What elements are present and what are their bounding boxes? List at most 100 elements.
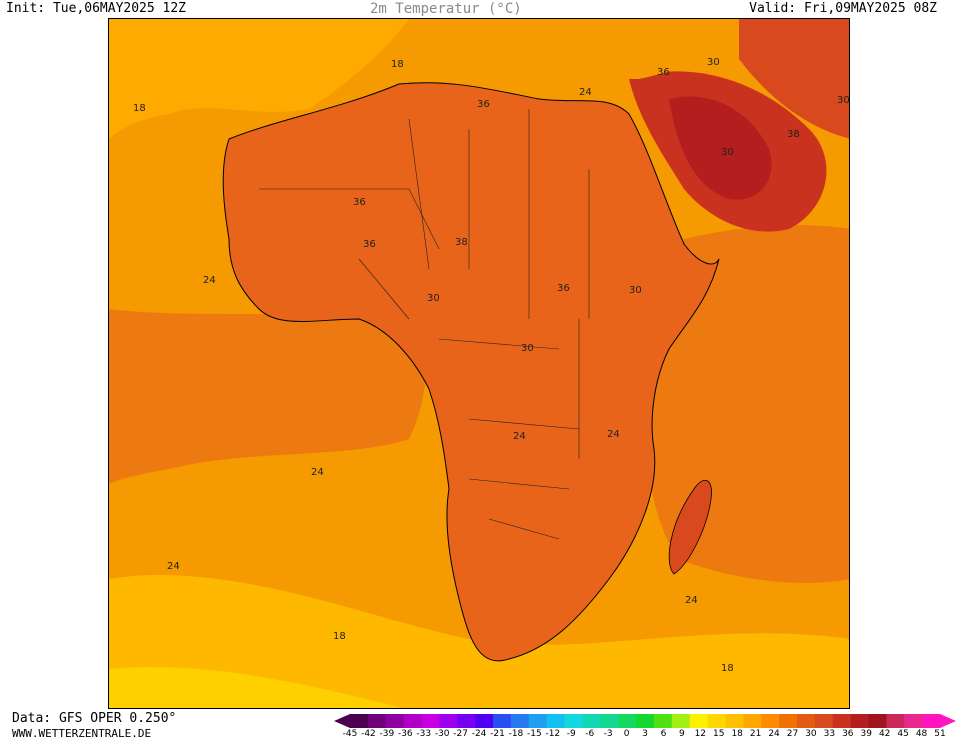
legend-tick-label: 51	[934, 729, 946, 739]
legend-tick-label: 30	[805, 729, 817, 739]
legend-tick-label: -12	[545, 729, 561, 739]
legend-tick-label: -3	[603, 729, 613, 739]
legend-tick-label: -36	[397, 729, 413, 739]
legend-tick-label: -21	[490, 729, 505, 739]
legend-arrow-right	[940, 714, 956, 728]
legend-tick-label: 9	[679, 729, 685, 739]
contour-label: 24	[513, 431, 526, 442]
legend-swatch	[367, 714, 387, 728]
legend-swatch	[546, 714, 566, 728]
legend-arrow-left	[334, 714, 350, 728]
field-nw-cool	[109, 19, 409, 139]
contour-label: 24	[579, 87, 592, 98]
arabia-hottest-zone	[669, 96, 772, 200]
legend-tick-label: 21	[749, 729, 762, 739]
legend-swatch	[403, 714, 423, 728]
contour-label: 24	[167, 561, 180, 572]
legend-swatch	[528, 714, 548, 728]
valid-time-label: Valid: Fri,09MAY2025 08Z	[749, 1, 937, 16]
legend-tick-label: -9	[566, 729, 576, 739]
legend-swatch	[868, 714, 887, 728]
legend-swatch	[600, 714, 619, 728]
field-atlantic-warm	[109, 309, 426, 484]
legend-tick-label: -39	[379, 729, 395, 739]
legend-swatch	[493, 714, 512, 728]
contour-label: 38	[455, 237, 468, 248]
contour-label: 30	[707, 57, 720, 68]
legend-tick-label: -15	[527, 729, 542, 739]
legend-swatch	[814, 714, 834, 728]
data-source-label: Data: GFS OPER 0.250°	[12, 711, 177, 726]
legend-tick-label: -6	[585, 729, 595, 739]
legend-swatch	[671, 714, 691, 728]
init-time-label: Init: Tue,06MAY2025 12Z	[6, 1, 187, 16]
temperature-map: 18 18 36 24 36 30 30 38 30 36 36 38 36 2…	[108, 18, 850, 709]
legend-swatch	[832, 714, 852, 728]
contour-label: 18	[333, 631, 346, 642]
legend-swatch	[582, 714, 601, 728]
map-canvas: 18 18 36 24 36 30 30 38 30 36 36 38 36 2…	[109, 19, 849, 708]
legend-tick-label: 42	[878, 729, 891, 739]
legend-swatch	[421, 714, 440, 728]
contour-label: 24	[311, 467, 324, 478]
legend-tick-label: 36	[842, 729, 854, 739]
legend-swatch	[850, 714, 869, 728]
legend-tick-label: 3	[642, 729, 648, 739]
legend-swatch	[779, 714, 798, 728]
contour-label: 18	[133, 103, 146, 114]
legend-swatch	[636, 714, 655, 728]
legend-bar	[334, 714, 956, 728]
madagascar	[668, 479, 712, 575]
legend-tick-label: -18	[508, 729, 524, 739]
legend-swatch	[653, 714, 673, 728]
legend-tick-label: 39	[860, 729, 872, 739]
legend-tick-label: -24	[471, 729, 487, 739]
legend-tick-label: -45	[342, 729, 358, 739]
contour-label: 36	[557, 283, 570, 294]
map-title: 2m Temperatur (°C)	[370, 1, 522, 17]
legend-swatch	[350, 714, 369, 728]
legend-tick-label: -27	[453, 729, 468, 739]
legend-tick-label: 18	[731, 729, 743, 739]
legend-swatch	[743, 714, 762, 728]
contour-label: 24	[203, 275, 216, 286]
mediterranean-zone	[409, 19, 739, 79]
contour-label: 18	[391, 59, 404, 70]
contour-label: 36	[477, 99, 490, 110]
contour-label: 36	[353, 197, 366, 208]
legend-tick-label: 33	[823, 729, 836, 739]
legend-swatch	[475, 714, 494, 728]
iran-zone	[739, 19, 849, 139]
contour-label: 24	[685, 595, 698, 606]
contour-labels: 18 18 36 24 36 30 30 38 30 36 36 38 36 2…	[133, 57, 849, 674]
contour-label: 30	[629, 285, 642, 296]
legend-swatch	[707, 714, 726, 728]
legend-ticks: -45 -42 -39 -36 -33 -30 -27 -24 -21 -18 -15 -12 -9 -6…	[334, 729, 959, 741]
legend-tick-label: -42	[361, 729, 376, 739]
website-label: WWW.WETTERZENTRALE.DE	[12, 727, 152, 740]
legend-tick-label: -30	[434, 729, 450, 739]
contour-label: 30	[427, 293, 440, 304]
legend-tick-label: -33	[416, 729, 432, 739]
legend-tick-label: 27	[786, 729, 799, 739]
legend-swatch	[886, 714, 905, 728]
legend-swatch	[385, 714, 405, 728]
contour-label: 30	[721, 147, 734, 158]
legend-tick-label: 12	[694, 729, 707, 739]
legend-tick-label: 24	[768, 729, 780, 739]
legend-swatch	[796, 714, 816, 728]
field-south-coolest	[109, 667, 402, 708]
legend-tick-label: 15	[713, 729, 725, 739]
legend-swatch	[689, 714, 709, 728]
contour-label: 36	[657, 67, 670, 78]
legend-tick-label: 48	[915, 729, 928, 739]
contour-label: 36	[363, 239, 376, 250]
legend-swatch	[761, 714, 780, 728]
legend-swatch	[564, 714, 583, 728]
legend-tick-label: 45	[897, 729, 909, 739]
contour-label: 38	[787, 129, 800, 140]
legend-swatch	[510, 714, 530, 728]
contour-label: 24	[607, 429, 620, 440]
color-legend: -45 -42 -39 -36 -33 -30 -27 -24 -21 -18 -15 -12 -9 -6…	[334, 711, 959, 741]
contour-label: 30	[521, 343, 534, 354]
